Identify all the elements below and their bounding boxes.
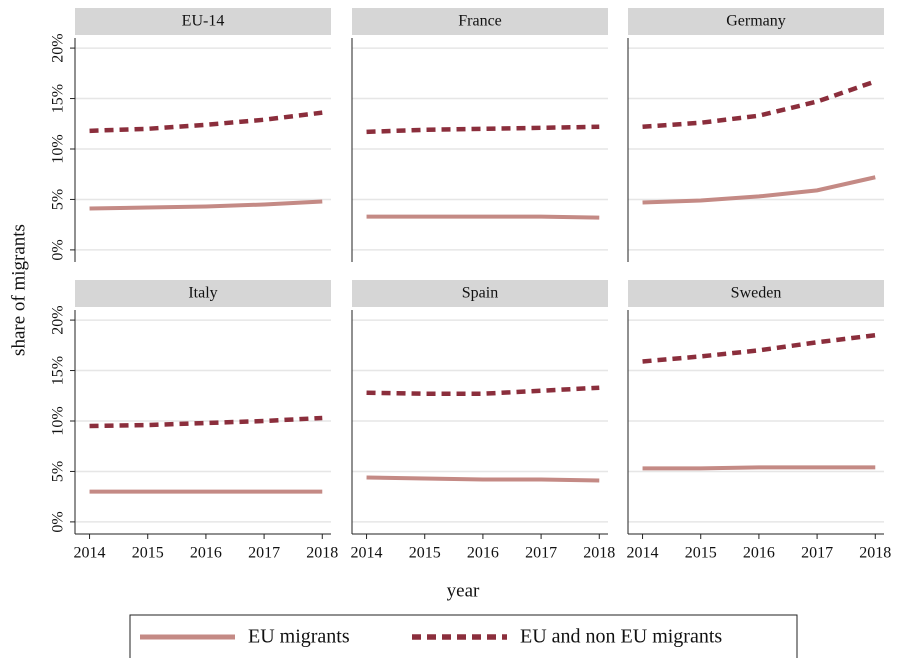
series-line bbox=[642, 332, 876, 364]
panel-strip bbox=[75, 8, 331, 35]
series-line bbox=[366, 124, 600, 135]
x-tick-label: 2014 bbox=[351, 545, 383, 562]
x-tick-label: 2016 bbox=[743, 545, 775, 562]
series-line bbox=[642, 79, 877, 130]
x-tick-label: 2014 bbox=[74, 545, 106, 562]
x-axis-label: year bbox=[447, 580, 480, 601]
series-line bbox=[642, 175, 876, 205]
x-tick-label: 2017 bbox=[801, 545, 833, 562]
x-tick-label: 2014 bbox=[627, 545, 659, 562]
y-tick-label: 0% bbox=[50, 511, 67, 532]
y-tick-label: 20% bbox=[50, 33, 67, 62]
series-line bbox=[366, 475, 600, 483]
y-tick-label: 5% bbox=[50, 461, 67, 482]
series-line bbox=[642, 465, 876, 471]
series-line bbox=[366, 385, 600, 396]
panel-strip bbox=[352, 8, 608, 35]
y-tick-label: 10% bbox=[50, 406, 67, 435]
x-tick-label: 2015 bbox=[409, 545, 441, 562]
x-tick-label: 2016 bbox=[190, 545, 222, 562]
series-line bbox=[366, 214, 600, 220]
legend-label: EU migrants bbox=[248, 626, 350, 648]
panel-title: Italy bbox=[188, 285, 217, 302]
panel-title: EU-14 bbox=[182, 13, 225, 30]
panel-title: Germany bbox=[726, 13, 786, 30]
legend-label: EU and non EU migrants bbox=[520, 626, 722, 648]
panel-title: France bbox=[458, 13, 502, 30]
series-line bbox=[89, 199, 323, 211]
y-axis-label: share of migrants bbox=[8, 224, 29, 356]
panel-strip bbox=[352, 280, 608, 307]
x-tick-label: 2018 bbox=[306, 545, 338, 562]
x-tick-label: 2018 bbox=[859, 545, 891, 562]
panel-title: Sweden bbox=[731, 285, 782, 302]
x-tick-label: 2017 bbox=[248, 545, 280, 562]
series-line bbox=[89, 110, 323, 134]
x-tick-label: 2016 bbox=[467, 545, 499, 562]
x-tick-label: 2017 bbox=[525, 545, 557, 562]
y-tick-label: 20% bbox=[50, 305, 67, 334]
y-tick-label: 0% bbox=[50, 239, 67, 260]
x-tick-label: 2018 bbox=[583, 545, 615, 562]
panel-title: Spain bbox=[462, 285, 498, 302]
panel-strip bbox=[75, 280, 331, 307]
panel-strip bbox=[628, 8, 884, 35]
y-tick-label: 5% bbox=[50, 189, 67, 210]
x-tick-label: 2015 bbox=[685, 545, 717, 562]
panel-strip bbox=[628, 280, 884, 307]
y-tick-label: 15% bbox=[50, 84, 67, 113]
y-tick-label: 15% bbox=[50, 356, 67, 385]
series-line bbox=[89, 415, 323, 429]
y-tick-label: 10% bbox=[50, 134, 67, 163]
x-tick-label: 2015 bbox=[132, 545, 164, 562]
